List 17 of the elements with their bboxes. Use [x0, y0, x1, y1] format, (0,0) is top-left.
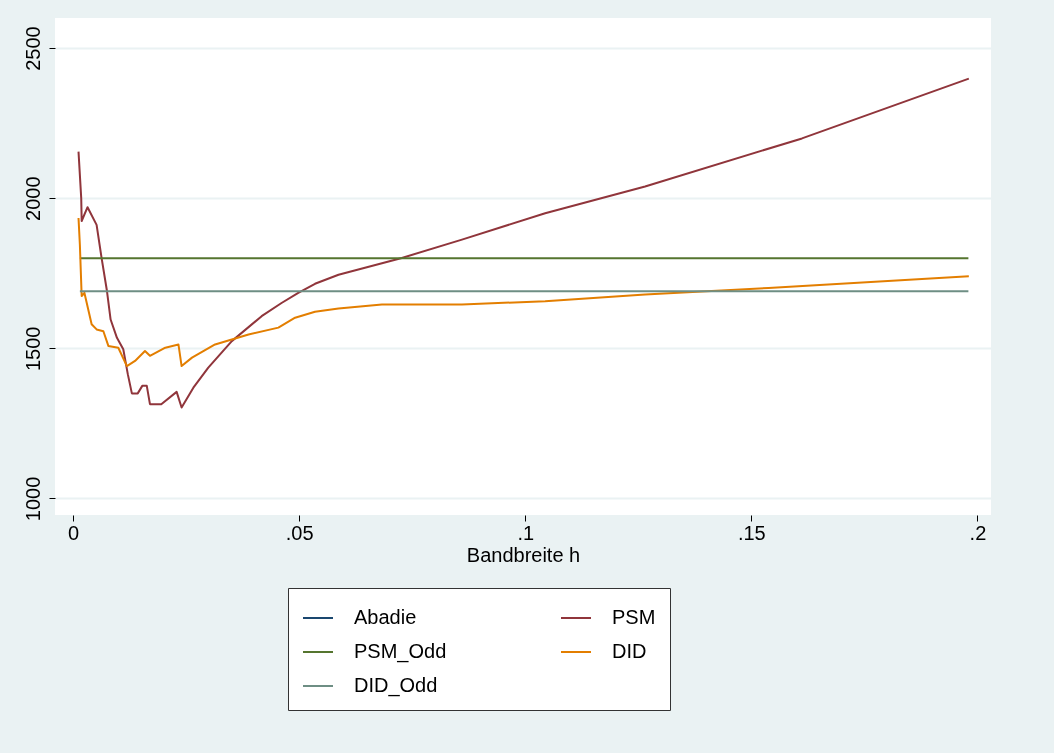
legend-label: Abadie — [354, 606, 417, 628]
y-tick-label: 2000 — [21, 176, 44, 221]
line-series — [77, 77, 970, 409]
x-axis-title: Bandbreite h — [466, 543, 581, 566]
y-tick-label: 2500 — [21, 26, 44, 71]
x-tick-label: .2 — [969, 521, 987, 544]
x-tick-label: .15 — [737, 521, 766, 544]
x-tick-label: .05 — [285, 521, 314, 544]
legend-label: PSM — [612, 606, 656, 628]
line-series — [77, 217, 970, 368]
x-tick-label: .1 — [517, 521, 535, 544]
legend-label: DID_Odd — [354, 674, 438, 697]
legend-label: PSM_Odd — [354, 640, 447, 663]
y-tick-label: 1000 — [21, 476, 44, 522]
x-tick-label: 0 — [68, 521, 80, 544]
legend-label: DID — [612, 640, 647, 662]
y-tick-label: 1500 — [21, 326, 44, 372]
